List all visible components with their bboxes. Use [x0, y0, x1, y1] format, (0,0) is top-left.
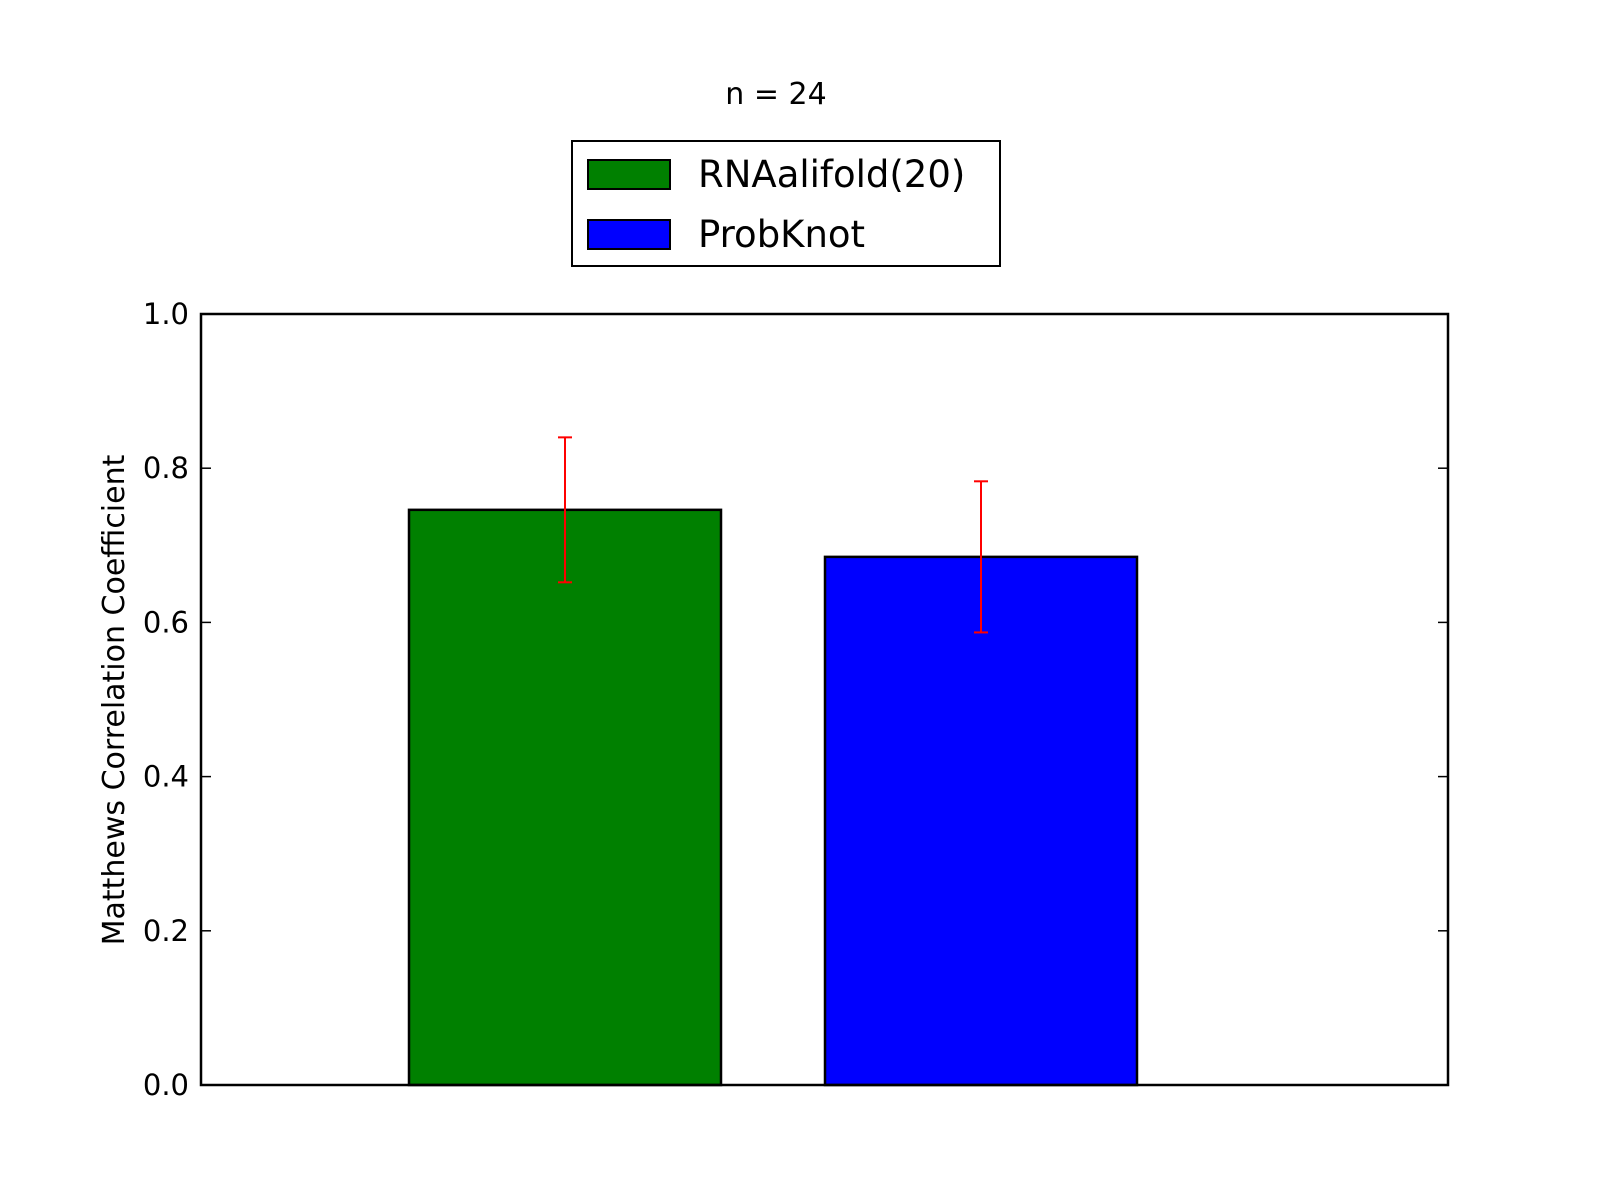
legend-label-1: ProbKnot [698, 213, 865, 256]
y-tick-label: 1.0 [143, 297, 189, 331]
y-tick-label: 0.6 [143, 605, 189, 639]
legend-swatch-1 [587, 219, 671, 250]
legend: RNAalifold(20) ProbKnot [571, 140, 1001, 267]
axes-frame [199, 312, 1450, 1087]
y-tick-label: 0.4 [143, 760, 189, 794]
y-axis-label: Matthews Correlation Coefficient [97, 454, 132, 945]
legend-label-0: RNAalifold(20) [698, 153, 965, 196]
y-tick-label: 0.0 [143, 1068, 189, 1102]
bar-1 [823, 555, 1139, 1087]
legend-swatch-0 [587, 159, 671, 190]
chart-title: n = 24 [725, 77, 826, 112]
bar-0 [407, 508, 723, 1087]
y-tick-label: 0.8 [143, 451, 189, 485]
y-tick-label: 0.2 [143, 914, 189, 948]
